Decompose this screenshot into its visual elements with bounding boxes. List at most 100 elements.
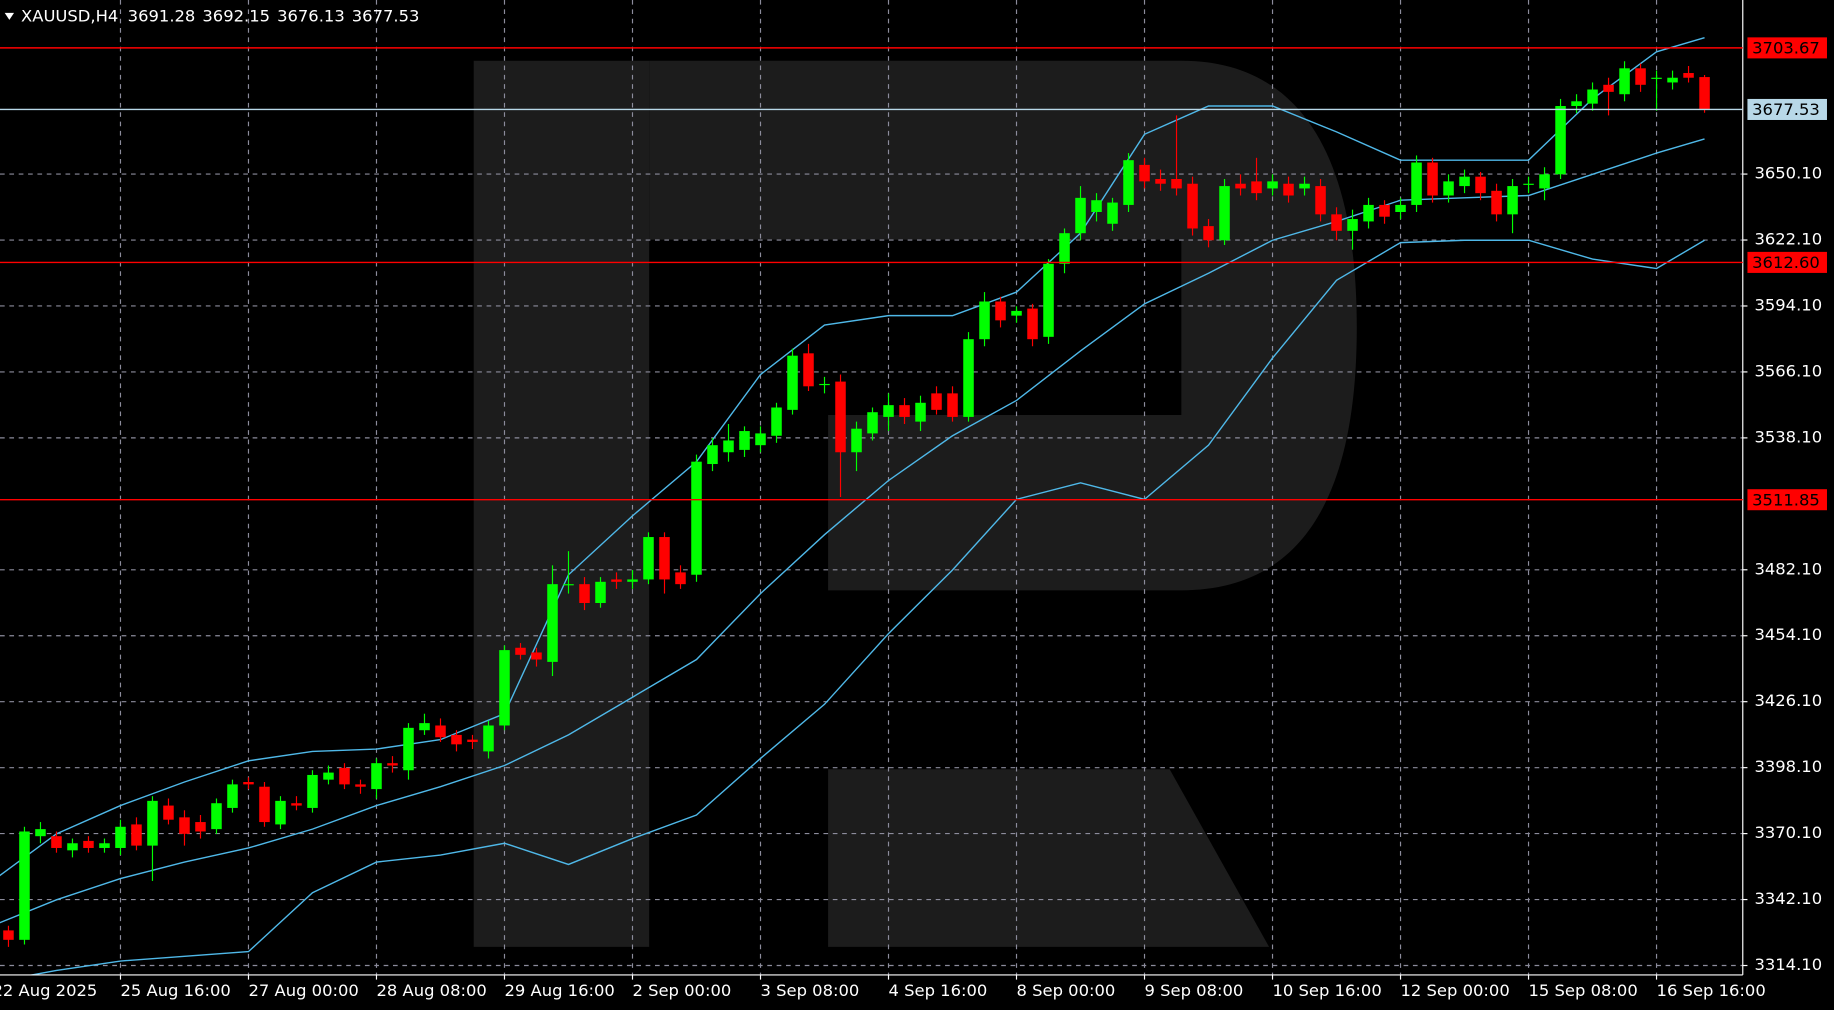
candle-body — [275, 800, 286, 825]
candle-body — [1635, 68, 1646, 85]
header-open: 3691.28 — [128, 6, 196, 25]
candle-body — [1331, 214, 1342, 231]
x-tick-label: 4 Sep 16:00 — [889, 981, 988, 1000]
candle-body — [563, 584, 574, 586]
y-tick-label: 3650.10 — [1754, 164, 1822, 183]
candle-body — [1427, 162, 1438, 196]
candle-body — [1299, 183, 1310, 189]
candle-body — [1395, 204, 1406, 212]
y-tick-label: 3398.10 — [1754, 757, 1822, 776]
candle-body — [723, 440, 734, 453]
header-close: 3677.53 — [352, 6, 420, 25]
candle-body — [979, 301, 990, 340]
candle-body — [947, 393, 958, 417]
y-tick-label: 3594.10 — [1754, 295, 1822, 314]
x-tick-label: 22 Aug 2025 — [0, 981, 97, 1000]
candle-body — [211, 803, 222, 830]
y-tick-label: 3342.10 — [1754, 889, 1822, 908]
watermark — [473, 60, 1357, 947]
candle-body — [499, 650, 510, 726]
candle-body — [547, 584, 558, 662]
candle-body — [1251, 181, 1262, 194]
candle-body — [931, 393, 942, 410]
x-tick-label: 8 Sep 00:00 — [1017, 981, 1116, 1000]
candle-body — [1139, 164, 1150, 182]
candle-body — [1155, 179, 1166, 184]
candle-body — [67, 843, 78, 851]
level-label: 3703.67 — [1752, 39, 1820, 58]
level-box — [1747, 98, 1827, 120]
candle-body — [867, 412, 878, 434]
candle-body — [339, 767, 350, 785]
candle-body — [1379, 204, 1390, 217]
candle-body — [659, 537, 670, 580]
candle-body — [259, 786, 270, 823]
level-label: 3612.60 — [1752, 253, 1820, 272]
candle-body — [1507, 186, 1518, 215]
y-tick-label: 3370.10 — [1754, 823, 1822, 842]
candle-body — [627, 579, 638, 582]
candle-body — [899, 405, 910, 417]
candle-body — [227, 784, 238, 808]
candle-body — [243, 782, 254, 785]
candle-body — [1555, 105, 1566, 175]
candle-body — [1123, 160, 1134, 205]
candle-body — [291, 803, 302, 806]
candle-body — [707, 445, 718, 465]
candle-body — [19, 831, 30, 940]
candle-body — [419, 723, 430, 731]
candle-body — [1587, 89, 1598, 104]
x-tick-label: 29 Aug 16:00 — [504, 981, 614, 1000]
candle-body — [147, 800, 158, 846]
candle-body — [963, 339, 974, 417]
grid — [0, 0, 1743, 975]
candle-body — [1603, 84, 1614, 92]
candle-body — [1539, 174, 1550, 189]
candle-body — [435, 725, 446, 738]
candle-body — [179, 817, 190, 834]
y-tick-label: 3538.10 — [1754, 427, 1822, 446]
candle-body — [483, 725, 494, 752]
y-tick-label: 3566.10 — [1754, 361, 1822, 380]
candle-body — [195, 822, 206, 832]
candle-body — [1699, 77, 1710, 110]
candle-body — [1075, 197, 1086, 234]
candle-body — [1107, 202, 1118, 224]
x-tick-label: 3 Sep 08:00 — [761, 981, 860, 1000]
header-low: 3676.13 — [277, 6, 345, 25]
candle-body — [771, 407, 782, 436]
x-tick-label: 15 Sep 08:00 — [1529, 981, 1638, 1000]
candle-body — [883, 405, 894, 417]
header-triangle — [4, 12, 15, 20]
x-tick-label: 28 Aug 08:00 — [376, 981, 486, 1000]
candle-body — [1171, 179, 1182, 189]
candle-body — [1059, 233, 1070, 264]
candle-body — [51, 836, 62, 848]
candle-body — [675, 572, 686, 585]
candle-body — [403, 727, 414, 771]
x-tick-label: 9 Sep 08:00 — [1145, 981, 1244, 1000]
candle-body — [851, 428, 862, 453]
candle-body — [371, 763, 382, 790]
candle-body — [755, 433, 766, 446]
candle-body — [163, 805, 174, 820]
levels: 3703.67 3677.53 3612.60 3511.85 — [0, 37, 1827, 511]
candle-body — [1267, 181, 1278, 189]
candle-body — [83, 840, 94, 848]
candle-body — [643, 537, 654, 580]
symbol: XAUUSD,H4 — [21, 6, 118, 25]
candle-body — [515, 647, 526, 655]
candle-body — [1571, 101, 1582, 106]
candle-body — [467, 739, 478, 742]
candle-body — [1683, 73, 1694, 78]
candle-body — [531, 652, 542, 660]
candle-body — [1315, 186, 1326, 215]
candle-body — [1203, 226, 1214, 241]
candle-body — [1235, 183, 1246, 189]
candle-body — [1091, 200, 1102, 212]
header: XAUUSD,H4 3691.28 3692.15 3676.13 3677.53 — [21, 6, 419, 25]
candle-body — [1363, 204, 1374, 222]
candle-body — [819, 383, 830, 386]
